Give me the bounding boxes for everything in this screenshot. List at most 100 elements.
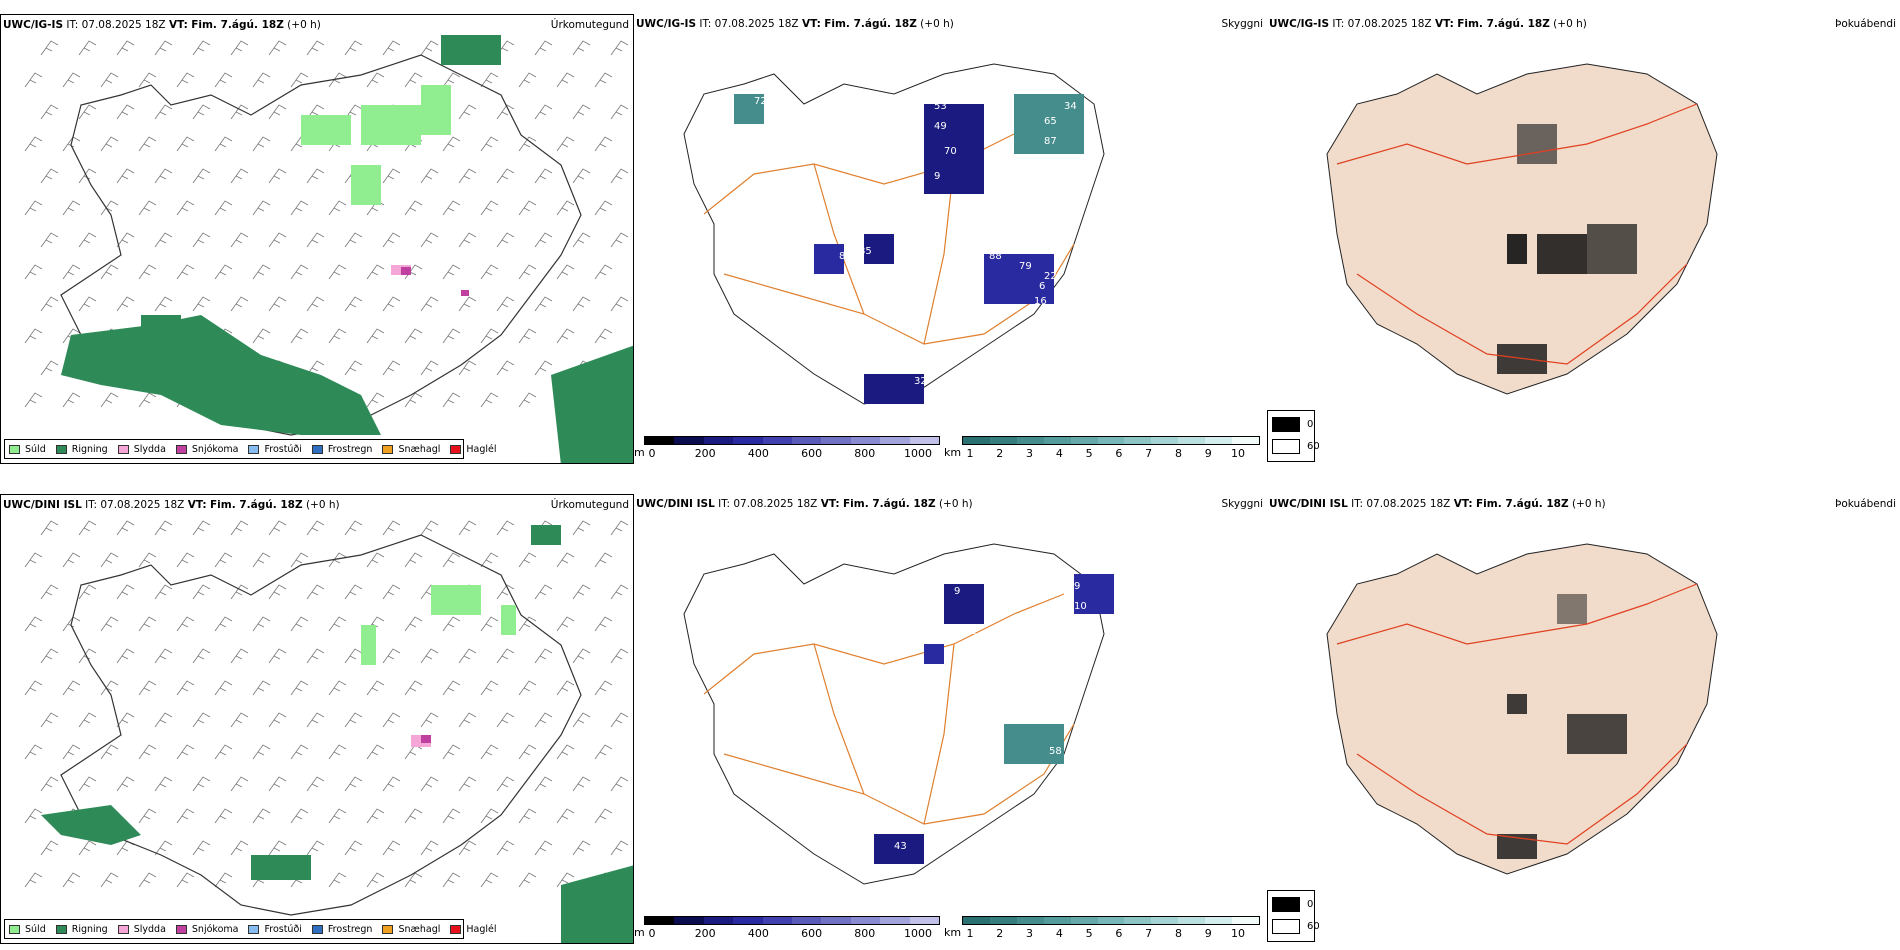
sleet-snow-area bbox=[411, 735, 431, 747]
wind-barb bbox=[24, 808, 43, 824]
legend-label: Súld bbox=[25, 443, 46, 455]
wind-barb bbox=[154, 232, 173, 248]
wind-barb bbox=[366, 808, 385, 824]
iceland-outline bbox=[683, 543, 1105, 885]
wind-barb bbox=[78, 40, 97, 56]
wind-barb bbox=[24, 200, 43, 216]
colorbar-tick-label: 800 bbox=[854, 447, 876, 460]
wind-barb bbox=[328, 200, 347, 216]
wind-barb bbox=[214, 200, 233, 216]
colorbar-segment bbox=[880, 917, 910, 924]
wind-barb bbox=[382, 296, 401, 312]
wind-barb bbox=[496, 104, 515, 120]
wind-barb bbox=[458, 168, 477, 184]
wind-barb bbox=[192, 712, 211, 728]
colorbar-tick-label: 9 bbox=[1204, 927, 1212, 940]
wind-barb bbox=[594, 616, 613, 632]
panel-header: UWC/DINI ISL IT: 07.08.2025 18Z VT: Fim.… bbox=[1269, 498, 1606, 510]
wind-barb bbox=[138, 808, 157, 824]
colorbar-tick-label: 400 bbox=[747, 447, 769, 460]
wind-barb bbox=[176, 680, 195, 696]
sleet-snow-area bbox=[391, 265, 469, 296]
legend-item: Snjókoma bbox=[175, 444, 238, 455]
iceland-outline bbox=[60, 534, 582, 916]
wind-barb bbox=[78, 520, 97, 536]
wind-barb bbox=[458, 296, 477, 312]
wind-barb bbox=[534, 40, 553, 56]
colorbar-tick-label: 0 bbox=[648, 447, 656, 460]
wind-barb bbox=[458, 648, 477, 664]
cloud-base-value-label: 49 bbox=[934, 121, 947, 132]
wind-barb bbox=[290, 680, 309, 696]
wind-barb bbox=[78, 840, 97, 856]
wind-barb bbox=[306, 168, 325, 184]
colorbar-tick-label: 1000 bbox=[904, 927, 932, 940]
cloud-base-value-label: 57 bbox=[924, 351, 937, 362]
precip-type-map-row1: UWC/IG-IS IT: 07.08.2025 18Z VT: Fim. 7.… bbox=[0, 14, 634, 464]
rain-area bbox=[61, 35, 633, 463]
wind-barb bbox=[176, 872, 195, 888]
wind-barb bbox=[62, 200, 81, 216]
wind-barb bbox=[496, 296, 515, 312]
colorbar-tick-label: 9 bbox=[1204, 447, 1212, 460]
colorbar-segment bbox=[1205, 917, 1233, 924]
colorbar-tick-label: 8 bbox=[1174, 447, 1182, 460]
wind-barb bbox=[78, 648, 97, 664]
legend-label: Súld bbox=[25, 923, 46, 935]
panel-header: UWC/IG-IS IT: 07.08.2025 18Z VT: Fim. 7.… bbox=[3, 19, 321, 31]
wind-barb bbox=[154, 168, 173, 184]
colorbar-segment bbox=[674, 437, 704, 444]
wind-barb bbox=[176, 72, 195, 88]
wind-barb bbox=[78, 104, 97, 120]
wind-barb bbox=[116, 296, 135, 312]
fog-areas bbox=[1497, 594, 1627, 859]
wind-barb bbox=[78, 168, 97, 184]
wind-barb bbox=[594, 680, 613, 696]
panel-header: UWC/IG-IS IT: 07.08.2025 18Z VT: Fim. 7.… bbox=[1269, 18, 1587, 30]
wind-barb bbox=[154, 40, 173, 56]
cloud-base-value-label: 85 bbox=[859, 246, 872, 257]
wind-barb bbox=[366, 552, 385, 568]
legend-swatch bbox=[55, 444, 67, 454]
wind-barb bbox=[420, 40, 439, 56]
cloud-base-value-label: 43 bbox=[894, 841, 907, 852]
colorbar-segment bbox=[1205, 437, 1233, 444]
wind-barb bbox=[138, 264, 157, 280]
wind-barb bbox=[62, 872, 81, 888]
legend-item: Frostúði bbox=[248, 924, 302, 935]
wind-barb bbox=[252, 552, 271, 568]
wind-barb bbox=[458, 104, 477, 120]
cloud-base-value-label: 42 bbox=[924, 841, 937, 852]
wind-barb bbox=[420, 840, 439, 856]
wind-barb bbox=[496, 168, 515, 184]
wind-barb bbox=[594, 744, 613, 760]
cloud-base-value-label: 88 bbox=[989, 251, 1002, 262]
wind-barb bbox=[138, 616, 157, 632]
wind-barb bbox=[328, 808, 347, 824]
cloud-base-value-label: 72 bbox=[754, 96, 767, 107]
cloud-base-value-label: 58 bbox=[1049, 746, 1062, 757]
wind-barb bbox=[306, 840, 325, 856]
wind-barb bbox=[268, 648, 287, 664]
wind-barb bbox=[154, 776, 173, 792]
colorbar-segment bbox=[821, 917, 851, 924]
wind-barb bbox=[214, 264, 233, 280]
wind-barb bbox=[518, 264, 537, 280]
wind-barb bbox=[268, 776, 287, 792]
wind-barb bbox=[366, 680, 385, 696]
wind-barb bbox=[214, 808, 233, 824]
colorbar-segment bbox=[1016, 437, 1044, 444]
cloud-base-colorbar: m 0 200 400 600 800 1000 bbox=[634, 915, 944, 944]
cloud-base-value-label: 32 bbox=[914, 376, 927, 387]
wind-barb bbox=[40, 520, 59, 536]
wind-barb bbox=[290, 616, 309, 632]
wind-barb bbox=[230, 648, 249, 664]
wind-barb bbox=[594, 808, 613, 824]
wind-barb bbox=[138, 72, 157, 88]
colorbar-tick-label: 7 bbox=[1145, 447, 1153, 460]
wind-barb bbox=[40, 776, 59, 792]
wind-barb bbox=[268, 712, 287, 728]
colorbar-tick-label: 3 bbox=[1026, 927, 1034, 940]
cloud-base-bar bbox=[644, 916, 940, 925]
wind-barb bbox=[458, 360, 477, 376]
